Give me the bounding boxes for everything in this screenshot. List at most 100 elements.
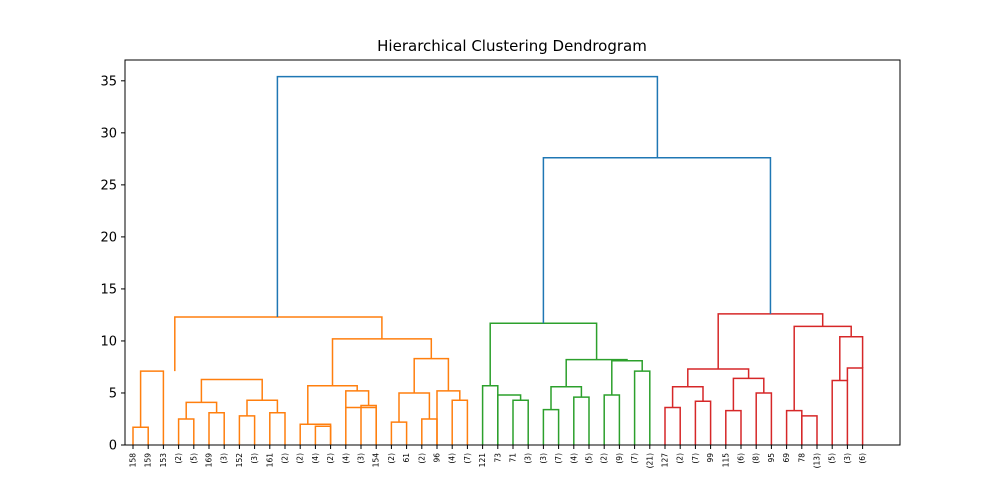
leaf-label: (4) — [311, 453, 320, 464]
dendrogram-link-47 — [717, 313, 824, 370]
dendrogram-link-12 — [360, 404, 377, 445]
leaf-label: (7) — [463, 453, 472, 464]
leaf-label: (4) — [569, 453, 578, 464]
y-tick-label: 20 — [100, 230, 117, 245]
leaf-label: (4) — [341, 453, 350, 464]
leaf-label: (13) — [813, 453, 822, 468]
leaf-label: 71 — [509, 453, 518, 463]
leaf-label: (5) — [189, 453, 198, 464]
dendrogram-link-30 — [633, 370, 651, 445]
dendrogram-link-38 — [755, 392, 773, 445]
leaf-label: 69 — [782, 453, 791, 463]
dendrogram-link-45 — [839, 336, 864, 381]
dendrogram-link-16 — [421, 418, 438, 445]
dendrogram-link-48 — [542, 157, 772, 324]
leaf-label: (2) — [600, 453, 609, 464]
leaf-label: (7) — [691, 453, 700, 464]
leaf-label: 96 — [433, 453, 442, 463]
dendrogram-link-31 — [611, 359, 643, 396]
dendrogram-link-29 — [603, 394, 621, 445]
dendrogram-link-24 — [497, 394, 522, 445]
dendrogram-link-40 — [687, 368, 750, 387]
leaf-label: 61 — [402, 453, 411, 463]
dendrogram-link-26 — [542, 408, 560, 445]
leaf-label: (9) — [615, 453, 624, 464]
dendrogram-link-43 — [831, 379, 849, 445]
dendrogram-link-46 — [793, 325, 852, 411]
leaf-label: 153 — [159, 453, 168, 468]
y-tick-label: 0 — [109, 439, 117, 454]
x-axis: 158 159 153 (2) (5) 169 (3) 152 (3) 161 (2) (2) (4) (… — [129, 445, 867, 468]
dendrogram-link-49 — [276, 75, 659, 318]
dendrogram-link-21 — [331, 338, 433, 386]
dendrogram-link-42 — [801, 415, 818, 445]
dendrogram-link-1 — [177, 418, 195, 445]
leaf-label: 95 — [767, 453, 776, 463]
dendrogram-link-39 — [732, 377, 765, 411]
leaf-label: 115 — [721, 453, 730, 468]
leaf-label: (3) — [524, 453, 533, 464]
leaf-label: (7) — [554, 453, 563, 464]
leaf-label: (6) — [737, 453, 746, 464]
leaf-label: 127 — [661, 453, 670, 468]
dendrogram-link-25 — [512, 399, 529, 445]
dendrogram-link-2 — [208, 411, 225, 445]
y-tick-label: 5 — [109, 386, 117, 401]
leaf-label: (2) — [676, 453, 685, 464]
dendrogram-link-27 — [573, 396, 590, 445]
leaf-label: (2) — [387, 453, 396, 464]
y-tick-label: 10 — [100, 334, 117, 349]
leaf-label: 121 — [478, 453, 487, 468]
dendrogram-link-35 — [694, 400, 712, 445]
links-layer — [132, 75, 864, 445]
leaf-label: 73 — [493, 453, 502, 463]
leaf-label: 161 — [265, 453, 274, 468]
dendrogram-link-18 — [451, 399, 469, 445]
leaf-label: 154 — [372, 453, 381, 468]
dendrogram-link-37 — [725, 409, 742, 445]
y-tick-label: 35 — [100, 74, 117, 89]
dendrogram-link-23 — [481, 384, 499, 445]
dendrogram-link-10 — [314, 425, 332, 445]
leaf-label: (3) — [843, 453, 852, 464]
leaf-label: (2) — [281, 453, 290, 464]
y-axis: 0 5 10 15 20 25 30 35 — [100, 74, 125, 454]
leaf-label: (3) — [220, 453, 229, 464]
leaf-label: 152 — [235, 453, 244, 468]
leaf-label: (3) — [357, 453, 366, 464]
leaf-label: (3) — [250, 453, 259, 464]
leaf-label: (4) — [448, 453, 457, 464]
chart-title: Hierarchical Clustering Dendrogram — [377, 37, 647, 55]
dendrogram-link-20 — [413, 357, 450, 393]
dendrogram-link-28 — [550, 385, 583, 410]
dendrogram-link-8 — [139, 370, 165, 445]
dendrogram-link-13 — [345, 390, 370, 408]
leaf-label: 169 — [205, 453, 214, 468]
leaf-label: 159 — [144, 453, 153, 468]
dendrogram-link-3 — [185, 401, 218, 419]
dendrogram-link-33 — [489, 322, 598, 386]
leaf-label: 99 — [706, 453, 715, 463]
y-tick-label: 25 — [100, 178, 117, 193]
leaf-label: (2) — [326, 453, 335, 464]
leaf-label: (2) — [417, 453, 426, 464]
dendrogram-link-4 — [238, 415, 256, 445]
dendrogram-link-32 — [565, 358, 628, 387]
leaf-label: (2) — [174, 453, 183, 464]
dendrogram-link-7 — [200, 378, 263, 403]
dendrogram-link-22 — [174, 316, 383, 372]
leaf-label: (2) — [296, 453, 305, 464]
dendrogram-link-5 — [269, 411, 286, 445]
leaf-label: (6) — [858, 453, 867, 464]
leaf-label: (3) — [539, 453, 548, 464]
dendrogram-link-41 — [785, 409, 803, 445]
dendrogram-link-36 — [671, 385, 704, 408]
dendrogram-link-6 — [246, 399, 279, 416]
y-tick-label: 30 — [100, 126, 117, 141]
leaf-label: 78 — [797, 453, 806, 463]
dendrogram-link-15 — [390, 421, 408, 445]
leaf-label: (5) — [828, 453, 837, 464]
leaf-label: (21) — [645, 453, 654, 468]
